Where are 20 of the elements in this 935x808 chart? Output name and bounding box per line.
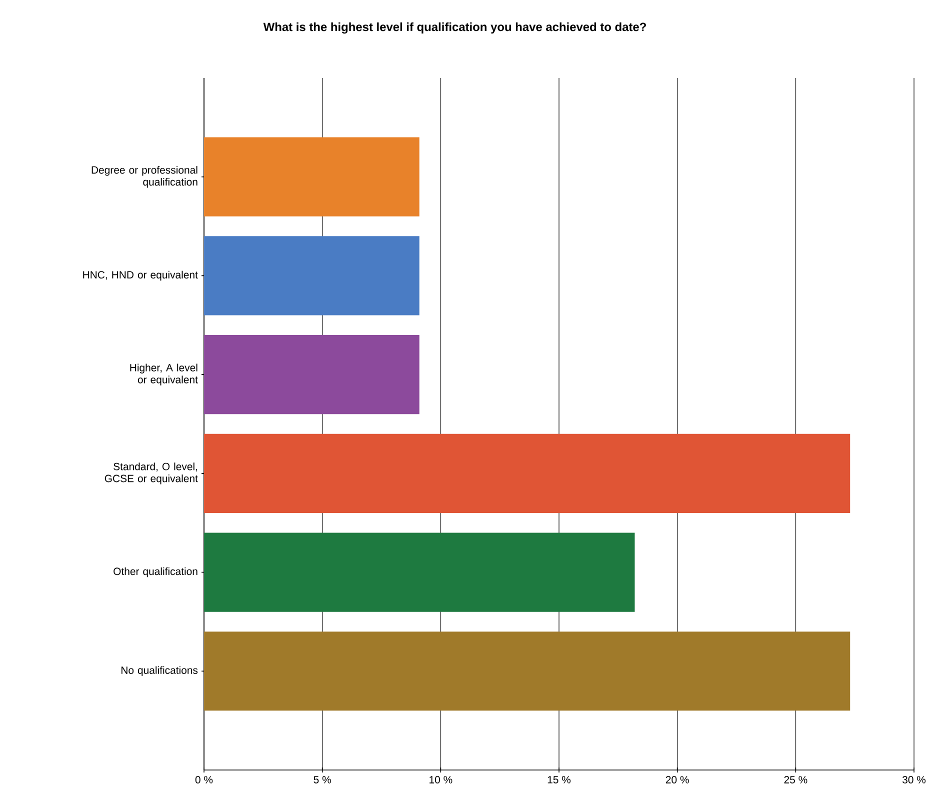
- x-tick-label: 25 %: [784, 776, 808, 784]
- y-tick-label: HNC, HND or equivalent: [83, 270, 198, 281]
- y-tick-label: Higher, A level or equivalent: [130, 364, 198, 386]
- bar: [204, 632, 850, 711]
- chart-title: What is the highest level if qualification you have achieved to date?: [263, 22, 646, 34]
- x-tick-label: 0 %: [195, 776, 213, 784]
- bar: [204, 434, 850, 513]
- bar: [204, 137, 420, 216]
- y-tick-label: No qualifications: [122, 666, 198, 676]
- y-tick-label: Degree or professional qualification: [92, 166, 198, 188]
- bar: [204, 335, 420, 414]
- x-tick-label: 10 %: [430, 776, 452, 784]
- x-tick-label: 15 %: [548, 776, 571, 784]
- x-tick-label: 5 %: [314, 776, 331, 784]
- bar: [204, 236, 420, 316]
- y-tick-label: Standard, O level, GCSE or equivalent: [104, 462, 198, 484]
- bar: [204, 532, 635, 612]
- x-tick-label: 30 %: [902, 776, 926, 784]
- x-tick-label: 20 %: [666, 776, 689, 784]
- y-tick-label: Other qualification: [114, 567, 198, 578]
